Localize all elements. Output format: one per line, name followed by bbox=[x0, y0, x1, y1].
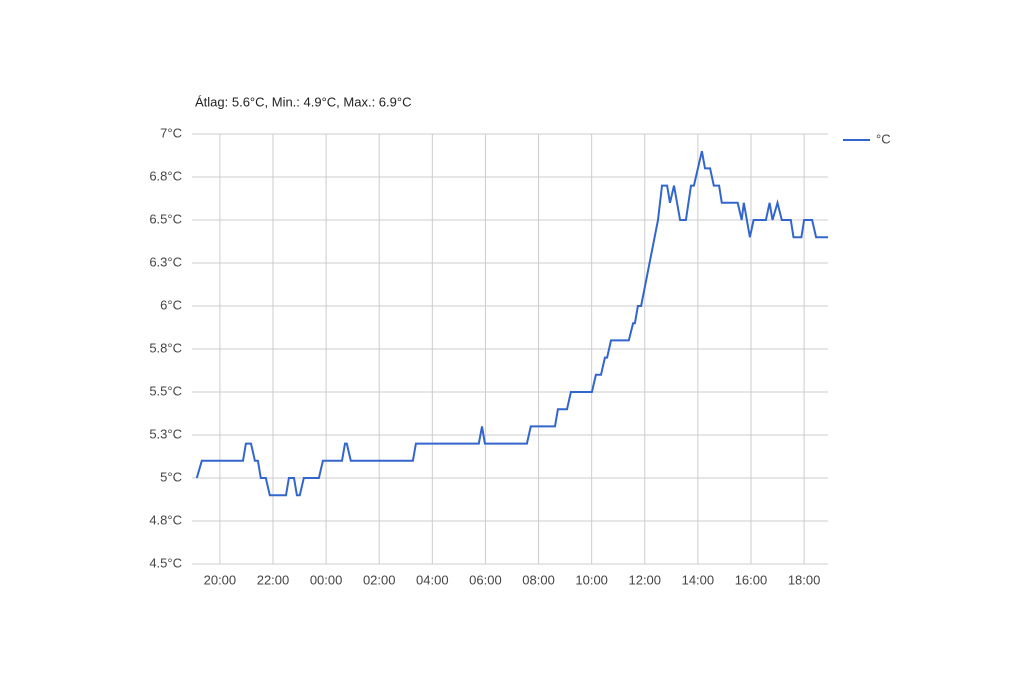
y-tick-label: 6.5°C bbox=[149, 211, 182, 226]
x-tick-label: 06:00 bbox=[469, 572, 502, 587]
x-tick-label: 16:00 bbox=[735, 572, 768, 587]
y-tick-label: 7°C bbox=[160, 125, 182, 140]
x-tick-label: 04:00 bbox=[416, 572, 449, 587]
x-tick-label: 00:00 bbox=[310, 572, 343, 587]
x-tick-label: 10:00 bbox=[575, 572, 608, 587]
x-tick-label: 14:00 bbox=[682, 572, 715, 587]
y-tick-label: 4.8°C bbox=[149, 512, 182, 527]
y-tick-label: 6.8°C bbox=[149, 168, 182, 183]
x-tick-label: 12:00 bbox=[628, 572, 661, 587]
x-tick-label: 08:00 bbox=[522, 572, 555, 587]
y-tick-label: 5°C bbox=[160, 469, 182, 484]
y-tick-label: 5.3°C bbox=[149, 426, 182, 441]
x-tick-label: 18:00 bbox=[788, 572, 821, 587]
y-tick-label: 6°C bbox=[160, 297, 182, 312]
legend-label: °C bbox=[876, 131, 891, 146]
y-tick-label: 5.5°C bbox=[149, 383, 182, 398]
y-tick-label: 5.8°C bbox=[149, 340, 182, 355]
y-tick-label: 6.3°C bbox=[149, 254, 182, 269]
data-line bbox=[195, 150, 828, 497]
chart-title: Átlag: 5.6°C, Min.: 4.9°C, Max.: 6.9°C bbox=[195, 94, 411, 109]
x-tick-label: 02:00 bbox=[363, 572, 396, 587]
y-tick-label: 4.5°C bbox=[149, 555, 182, 570]
x-tick-label: 20:00 bbox=[204, 572, 237, 587]
x-tick-label: 22:00 bbox=[257, 572, 290, 587]
